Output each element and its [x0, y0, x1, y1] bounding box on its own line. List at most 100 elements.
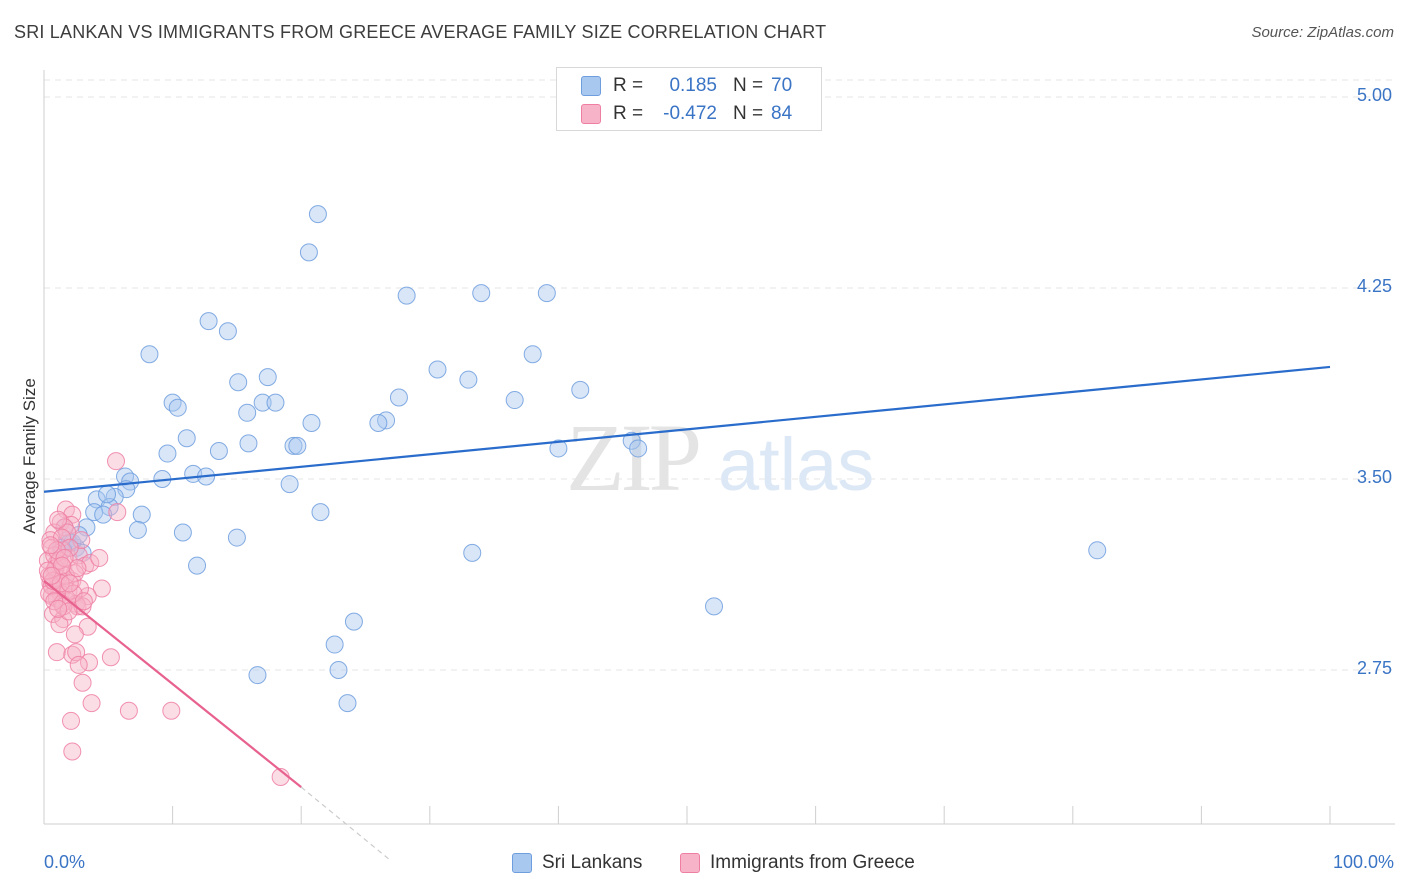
- sri-lankan-point: [325, 635, 344, 654]
- greece-point: [47, 643, 66, 662]
- greece-point: [68, 559, 87, 578]
- sri-lankan-point: [132, 505, 151, 524]
- greece-trend-line: [43, 580, 302, 789]
- greece-point: [51, 574, 70, 593]
- greece-point: [74, 592, 93, 611]
- greece-point: [64, 584, 83, 603]
- greece-point: [65, 625, 84, 644]
- greece-point: [119, 701, 138, 720]
- greece-point: [42, 566, 61, 585]
- sri-lankan-point: [218, 322, 237, 341]
- sri-lankan-point: [258, 368, 277, 387]
- sri-lankan-point: [389, 388, 408, 407]
- greece-point: [58, 523, 77, 542]
- sri-lankan-point: [549, 439, 568, 458]
- sri-lankan-point: [472, 284, 491, 303]
- sri-lankan-point: [188, 556, 207, 575]
- stats-swatch-pink: [581, 104, 601, 124]
- stats-r-label: R =: [613, 75, 644, 96]
- stats-n-value: 70: [771, 75, 793, 96]
- greece-point: [82, 694, 101, 713]
- trend-lines: [43, 365, 1331, 862]
- sri-lankan-point: [369, 413, 388, 432]
- chart-title: SRI LANKAN VS IMMIGRANTS FROM GREECE AVE…: [14, 22, 827, 42]
- sri-lankan-point: [177, 429, 196, 448]
- sri-lankan-point: [463, 543, 482, 562]
- sri-lankan-point: [397, 286, 416, 305]
- greece-point: [80, 653, 99, 672]
- sri-lankan-point: [622, 431, 641, 450]
- sri-lankan-point: [459, 370, 478, 389]
- y-tick-label: 5.00: [1356, 85, 1392, 105]
- sri-lankan-trend-line: [43, 365, 1331, 493]
- stats-r-value: 0.185: [669, 75, 717, 96]
- y-tick-label: 2.75: [1356, 658, 1392, 678]
- sri-lankan-point: [311, 503, 330, 522]
- greece-point: [107, 452, 126, 471]
- sri-lankan-point: [1088, 541, 1107, 560]
- greece-point: [108, 503, 127, 522]
- sri-lankan-point: [98, 485, 117, 504]
- x-tick-label-min: 0.0%: [44, 852, 86, 872]
- source-label: Source: ZipAtlas.com: [1251, 24, 1394, 41]
- x-axis: [43, 806, 1395, 825]
- sri-lankan-point: [199, 312, 218, 331]
- sri-lankan-point: [284, 436, 303, 455]
- sri-lankan-point: [299, 243, 318, 262]
- legend-swatch-blue: [512, 853, 532, 873]
- greece-point: [63, 742, 82, 761]
- sri-lankan-point: [266, 393, 285, 412]
- sri-lankan-point: [158, 444, 177, 463]
- sri-lankan-point: [227, 528, 246, 547]
- greece-point: [41, 531, 60, 550]
- greece-point: [50, 551, 69, 570]
- stats-n-label: N =: [733, 75, 764, 96]
- sri-lankan-point: [128, 520, 147, 539]
- greece-point: [73, 673, 92, 692]
- stats-r-value: -0.472: [663, 103, 717, 124]
- pink-points: [38, 452, 290, 786]
- stats-row-greece: R = -0.472 N = 84: [557, 100, 821, 128]
- sri-lankan-point: [280, 475, 299, 494]
- greece-point: [92, 579, 111, 598]
- greece-point: [62, 711, 81, 730]
- greece-point: [49, 599, 68, 618]
- y-tick-label: 3.50: [1356, 467, 1392, 487]
- sri-lankan-point: [238, 403, 257, 422]
- sri-lankan-point: [705, 597, 724, 616]
- sri-lankan-point: [163, 393, 182, 412]
- stats-r-label: R =: [613, 103, 644, 124]
- greece-point: [55, 518, 74, 537]
- sri-lankan-point: [308, 205, 327, 224]
- legend-label: Immigrants from Greece: [710, 852, 915, 873]
- sri-lankan-point: [168, 398, 187, 417]
- sri-lankan-point: [505, 391, 524, 410]
- greece-point: [59, 602, 78, 621]
- sri-lankan-point: [629, 439, 648, 458]
- sri-lankan-point: [302, 413, 321, 432]
- greece-point: [162, 701, 181, 720]
- sri-lankan-point: [94, 505, 113, 524]
- sri-lankan-point: [253, 393, 272, 412]
- stats-n-label: N =: [733, 103, 764, 124]
- sri-lankan-point: [173, 523, 192, 542]
- y-tick-label: 4.25: [1356, 276, 1392, 296]
- sri-lankan-point: [338, 694, 357, 713]
- greece-trend-extension: [300, 786, 392, 862]
- gridlines: [44, 79, 1395, 671]
- greece-point: [101, 648, 120, 667]
- x-tick-label-max: 100.0%: [1332, 852, 1394, 872]
- greece-point: [90, 548, 109, 567]
- sri-lankan-point: [239, 434, 258, 453]
- watermark-atlas: atlas: [718, 423, 874, 506]
- sri-lankan-point: [140, 345, 159, 364]
- sri-lankan-point: [428, 360, 447, 379]
- greece-point: [49, 510, 68, 529]
- legend-swatch-pink: [680, 853, 700, 873]
- sri-lankan-point: [523, 345, 542, 364]
- legend-label: Sri Lankans: [542, 852, 643, 873]
- sri-lankan-point: [344, 612, 363, 631]
- greece-point: [69, 655, 88, 674]
- sri-lankan-point: [329, 661, 348, 679]
